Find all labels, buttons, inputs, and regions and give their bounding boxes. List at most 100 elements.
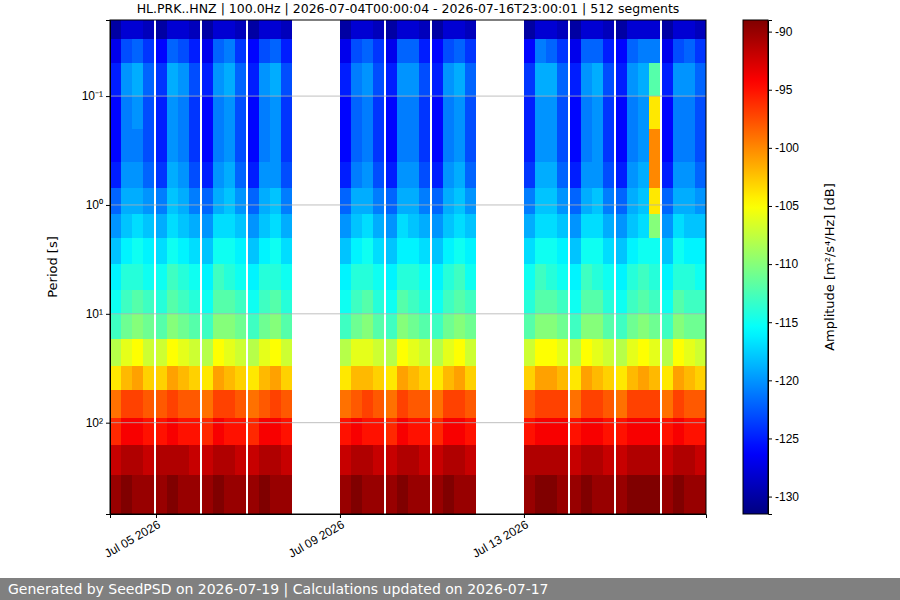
heatmap-cell xyxy=(649,390,660,418)
heatmap-cell xyxy=(408,162,419,188)
heatmap-cell xyxy=(443,20,454,39)
heatmap-cell xyxy=(546,475,557,514)
heatmap-cell xyxy=(616,445,627,475)
heatmap-cell xyxy=(592,63,603,96)
heatmap-cell xyxy=(465,475,476,514)
heatmap-cell xyxy=(649,162,660,188)
heatmap-cell xyxy=(419,238,430,264)
colorbar-tick-label: -110 xyxy=(775,257,798,271)
heatmap-cell xyxy=(202,475,213,514)
heatmap-cell xyxy=(373,238,384,264)
heatmap-cell xyxy=(638,96,649,129)
heatmap-cell xyxy=(432,129,443,162)
heatmap-cell xyxy=(432,20,443,39)
heatmap-cell xyxy=(684,129,695,162)
colorbar-tick: -110 xyxy=(768,257,798,271)
heatmap-cell xyxy=(213,188,224,213)
heatmap-cell xyxy=(340,238,351,264)
heatmap-cell xyxy=(557,264,568,289)
heatmap-cell xyxy=(373,96,384,129)
heatmap-cell xyxy=(202,63,213,96)
heatmap-cell xyxy=(695,39,706,63)
heatmap-cell xyxy=(443,96,454,129)
heatmap-cell xyxy=(397,20,408,39)
heatmap-cell xyxy=(110,129,121,162)
heatmap-cell xyxy=(132,445,143,475)
heatmap-cell xyxy=(408,96,419,129)
heatmap-cell xyxy=(189,63,200,96)
heatmap-cell xyxy=(432,290,443,314)
heatmap-cell xyxy=(454,290,465,314)
heatmap-cell xyxy=(662,366,673,390)
heatmap-cell xyxy=(189,39,200,63)
heatmap-cell xyxy=(408,418,419,445)
chart-root: Jul 05 2026Jul 09 2026Jul 13 202610⁻¹10⁰… xyxy=(0,0,900,600)
colorbar-tick-mark xyxy=(768,206,772,207)
y-tick-mark xyxy=(106,423,110,424)
heatmap-cell xyxy=(616,188,627,213)
heatmap-cell xyxy=(557,96,568,129)
heatmap-cell xyxy=(397,264,408,289)
heatmap-cell xyxy=(156,475,167,514)
heatmap-cell xyxy=(386,39,397,63)
heatmap-cell xyxy=(465,63,476,96)
heatmap-cell xyxy=(189,418,200,445)
heatmap-cell xyxy=(167,39,178,63)
heatmap-cell xyxy=(340,188,351,213)
heatmap-cell xyxy=(535,366,546,390)
heatmap-cell xyxy=(202,390,213,418)
heatmap-cell xyxy=(143,475,154,514)
heatmap-cell xyxy=(362,445,373,475)
colorbar-tick-mark xyxy=(768,380,772,381)
heatmap-cell xyxy=(454,418,465,445)
y-tick-label: 10¹ xyxy=(86,307,103,321)
heatmap-cell xyxy=(673,63,684,96)
heatmap-cell xyxy=(373,390,384,418)
heatmap-cell xyxy=(684,214,695,238)
footer-text: Generated by SeedPSD on 2026-07-19 | Cal… xyxy=(8,581,549,598)
heatmap-cell xyxy=(178,314,189,339)
heatmap-cell xyxy=(454,366,465,390)
heatmap-cell xyxy=(695,129,706,162)
heatmap-cell xyxy=(235,366,246,390)
heatmap-cell xyxy=(581,339,592,366)
heatmap-cell xyxy=(121,63,132,96)
heatmap-cell xyxy=(524,238,535,264)
colorbar-tick-label: -120 xyxy=(775,374,799,388)
heatmap-cell xyxy=(684,366,695,390)
heatmap-cell xyxy=(408,39,419,63)
heatmap-cell xyxy=(202,314,213,339)
heatmap-cell xyxy=(443,290,454,314)
heatmap-cell xyxy=(443,390,454,418)
heatmap-cell xyxy=(386,418,397,445)
colorbar-tick-mark xyxy=(768,90,772,91)
heatmap-cell xyxy=(259,162,270,188)
heatmap-cell xyxy=(581,162,592,188)
heatmap-cell xyxy=(695,63,706,96)
colorbar-tick-label: -115 xyxy=(775,316,798,330)
heatmap-cell xyxy=(570,264,581,289)
heatmap-cell xyxy=(259,366,270,390)
heatmap-cell xyxy=(362,162,373,188)
heatmap-cell xyxy=(178,129,189,162)
colorbar-tick: -90 xyxy=(768,25,793,39)
heatmap-cell xyxy=(419,129,430,162)
heatmap-cell xyxy=(673,162,684,188)
colorbar-tick-mark xyxy=(768,438,772,439)
heatmap-cell xyxy=(340,418,351,445)
heatmap-cell xyxy=(202,339,213,366)
heatmap-cell xyxy=(110,39,121,63)
heatmap-cell xyxy=(213,20,224,39)
heatmap-cell xyxy=(557,290,568,314)
heatmap-cell xyxy=(616,314,627,339)
heatmap-cell xyxy=(603,39,614,63)
heatmap-cell xyxy=(581,63,592,96)
heatmap-cell xyxy=(535,339,546,366)
heatmap-cell xyxy=(340,339,351,366)
heatmap-cell xyxy=(362,264,373,289)
heatmap-cell xyxy=(570,418,581,445)
heatmap-cell xyxy=(248,129,259,162)
heatmap-cell xyxy=(592,339,603,366)
heatmap-cell xyxy=(202,162,213,188)
heatmap-cell xyxy=(627,445,638,475)
